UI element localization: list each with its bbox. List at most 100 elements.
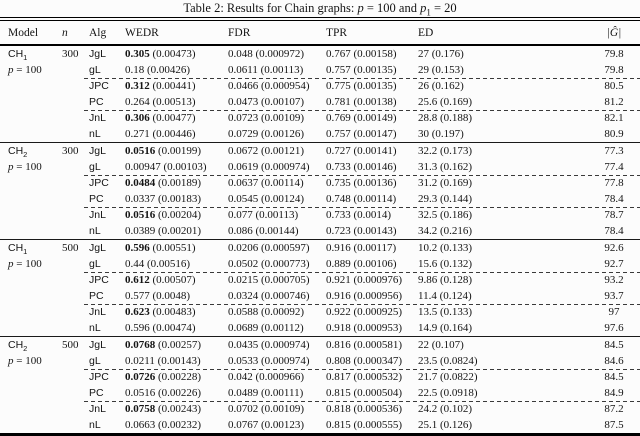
graph-size-cell: 78.4	[588, 191, 640, 207]
wedr-cell: 0.623 (0.00483)	[120, 304, 225, 320]
tpr-cell: 0.815 (0.000504)	[323, 385, 415, 401]
ed-cell: 29 (0.153)	[415, 62, 588, 78]
table-row: JPC 0.612 (0.00507) 0.0215 (0.000705) 0.…	[0, 272, 640, 288]
n-cell	[54, 417, 86, 433]
ed-stderr: (0.102)	[440, 403, 473, 415]
alg-label: nL	[89, 225, 101, 237]
model-cell	[0, 417, 54, 433]
model-subscript: 2	[23, 344, 28, 354]
wedr-stderr: (0.00507)	[152, 274, 196, 286]
table-row: JPC 0.0726 (0.00228) 0.042 (0.000966) 0.…	[0, 369, 640, 385]
model-block: CH1 500 JgL 0.596 (0.00551) 0.0206 (0.00…	[0, 239, 640, 336]
fdr-stderr: (0.00109)	[261, 112, 305, 124]
alg-cell: gL	[86, 62, 120, 78]
fdr-cell: 0.0672 (0.00121)	[225, 143, 323, 163]
n-value: 300	[62, 48, 79, 60]
graph-size-value: 78.7	[604, 209, 624, 221]
wedr-stderr: (0.00199)	[158, 145, 202, 157]
ed-cell: 22.5 (0.0918)	[415, 385, 588, 401]
title-p1-sub: 1	[426, 7, 431, 18]
fdr-cell: 0.0702 (0.00109)	[225, 401, 323, 417]
graph-size-cell: 97	[588, 304, 640, 320]
header-model: Model	[8, 26, 39, 39]
tpr-value: 0.775	[326, 80, 351, 92]
graph-size-value: 93.2	[604, 274, 624, 286]
wedr-cell: 0.0663 (0.00232)	[120, 417, 225, 433]
model-cell: p = 100	[0, 62, 54, 78]
n-cell	[54, 369, 86, 385]
alg-cell: JPC	[86, 272, 120, 288]
model-cell	[0, 272, 54, 288]
ed-stderr: (0.153)	[431, 64, 464, 76]
ed-value: 32.2	[418, 145, 438, 157]
wedr-value: 0.0389	[125, 225, 156, 237]
tpr-stderr: (0.00143)	[353, 225, 397, 237]
graph-size-cell: 93.2	[588, 272, 640, 288]
graph-size-cell: 84.6	[588, 353, 640, 369]
fdr-value: 0.0767	[228, 419, 259, 431]
n-cell	[54, 175, 86, 191]
wedr-value: 0.577	[125, 290, 150, 302]
header-tpr: TPR	[326, 26, 348, 39]
n-cell	[54, 62, 86, 78]
wedr-cell: 0.0768 (0.00257)	[120, 337, 225, 357]
table-row: nL 0.271 (0.00446) 0.0729 (0.00126) 0.75…	[0, 126, 640, 142]
wedr-value: 0.596	[125, 322, 150, 334]
table-row: JnL 0.0758 (0.00243) 0.0702 (0.00109) 0.…	[0, 401, 640, 417]
alg-label: PC	[89, 290, 104, 302]
n-cell	[54, 320, 86, 336]
n-cell	[54, 94, 86, 110]
tpr-stderr: (0.00149)	[353, 112, 397, 124]
ed-stderr: (0.133)	[440, 242, 473, 254]
graph-size-value: 77.3	[604, 145, 624, 157]
tpr-cell: 0.916 (0.000956)	[323, 288, 415, 304]
tpr-value: 0.921	[326, 274, 351, 286]
model-cell: CH2	[0, 143, 54, 163]
table-row: nL 0.596 (0.00474) 0.0689 (0.00112) 0.91…	[0, 320, 640, 336]
fdr-cell: 0.0206 (0.000597)	[225, 240, 323, 260]
tpr-value: 0.723	[326, 225, 351, 237]
n-value: 500	[62, 339, 79, 351]
header-graph-size: |Ĝ|	[588, 27, 640, 39]
fdr-stderr: (0.00113)	[260, 64, 304, 76]
ed-stderr: (0.107)	[431, 339, 464, 351]
table-row: JnL 0.623 (0.00483) 0.0588 (0.00092) 0.9…	[0, 304, 640, 320]
fdr-cell: 0.0729 (0.00126)	[225, 126, 323, 142]
fdr-cell: 0.0533 (0.000974)	[225, 353, 323, 369]
wedr-cell: 0.0211 (0.00143)	[120, 353, 225, 369]
fdr-stderr: (0.00111)	[261, 387, 304, 399]
wedr-stderr: (0.00426)	[147, 64, 191, 76]
tpr-stderr: (0.00141)	[353, 145, 397, 157]
ed-cell: 9.86 (0.128)	[415, 272, 588, 288]
ed-value: 28.8	[418, 112, 438, 124]
model-block: CH2 500 JgL 0.0768 (0.00257) 0.0435 (0.0…	[0, 336, 640, 433]
tpr-stderr: (0.00117)	[353, 242, 397, 254]
alg-cell: JnL	[86, 110, 120, 126]
wedr-stderr: (0.00189)	[158, 177, 202, 189]
tpr-cell: 0.916 (0.00117)	[323, 240, 415, 260]
fdr-value: 0.0435	[228, 339, 259, 351]
ed-cell: 34.2 (0.216)	[415, 223, 588, 239]
wedr-value: 0.612	[125, 274, 150, 286]
tpr-value: 0.918	[326, 322, 351, 334]
fdr-value: 0.0489	[228, 387, 259, 399]
fdr-value: 0.0324	[228, 290, 259, 302]
graph-size-cell: 77.4	[588, 159, 640, 175]
ed-stderr: (0.124)	[439, 290, 472, 302]
title-p1: p	[420, 1, 427, 15]
tpr-value: 0.817	[326, 371, 351, 383]
param-value: = 100	[13, 161, 42, 173]
tpr-cell: 0.918 (0.000953)	[323, 320, 415, 336]
tpr-cell: 0.781 (0.00138)	[323, 94, 415, 110]
fdr-stderr: (0.000974)	[261, 355, 310, 367]
graph-size-value: 79.8	[604, 64, 624, 76]
tpr-cell: 0.727 (0.00141)	[323, 143, 415, 163]
fdr-stderr: (0.000773)	[261, 258, 310, 270]
title-eq1: = 100 and	[366, 1, 417, 15]
wedr-value: 0.0484	[125, 177, 156, 189]
tpr-value: 0.781	[326, 96, 351, 108]
ed-cell: 10.2 (0.133)	[415, 240, 588, 260]
alg-label: nL	[89, 128, 101, 140]
alg-label: PC	[89, 387, 104, 399]
wedr-cell: 0.612 (0.00507)	[120, 272, 225, 288]
